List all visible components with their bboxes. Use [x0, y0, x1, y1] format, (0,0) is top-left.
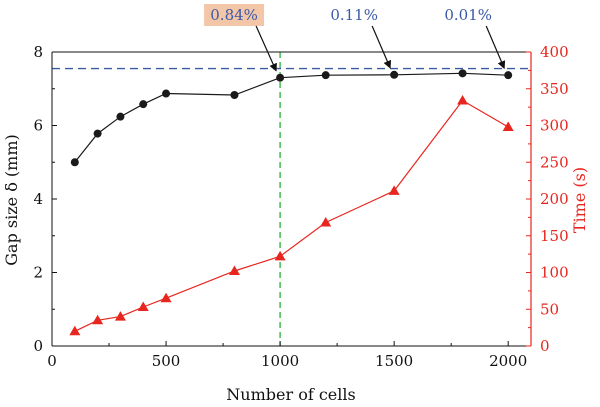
y-right-tick-label: 350 [540, 80, 569, 98]
gap-size-point [458, 69, 467, 78]
y-right-tick-label: 0 [540, 337, 550, 355]
y-left-axis-title: Gap size δ (mm) [2, 134, 21, 266]
gap-size-point [390, 70, 399, 79]
time-point [137, 301, 149, 312]
y-right-tick-label: 250 [540, 153, 569, 171]
y-left-tick-label: 4 [33, 190, 43, 208]
y-right-tick-label: 200 [540, 190, 569, 208]
annotations: 0.84% 0.11% 0.01% [204, 4, 506, 72]
x-tick-label: 500 [152, 352, 181, 370]
y-right-tick-label: 400 [540, 43, 569, 61]
y-left-tick-label: 2 [33, 264, 43, 282]
time-point [114, 311, 126, 321]
y-right-tick-label: 100 [540, 264, 569, 282]
gap-size-point [70, 158, 79, 167]
y-right-tick-label: 150 [540, 227, 569, 245]
gap-size-point [116, 112, 125, 121]
y-left-tick-label: 6 [33, 117, 43, 135]
gap-size-point [93, 129, 102, 138]
annotation-arrow [371, 25, 392, 69]
time-point [388, 185, 400, 195]
time-series-line [74, 99, 509, 332]
annotation-arrow [485, 25, 506, 70]
series [69, 69, 514, 336]
gap-size-point [321, 71, 330, 80]
gap-size-point [139, 100, 148, 109]
gap-size-series-line [74, 72, 509, 163]
gap-size-point [276, 73, 285, 82]
annotation-arrow [255, 25, 277, 72]
annotation-label: 0.84% [210, 6, 258, 24]
y-right-axis-title: Time (s) [570, 167, 589, 233]
time-point [320, 217, 332, 227]
axes: 0 500 1000 1500 2000 0 2 4 6 8 0 50 100 150 200 250 300 3… [33, 43, 568, 370]
time-point [274, 250, 286, 261]
time-point [502, 121, 514, 131]
x-tick-label: 0 [47, 352, 57, 370]
x-tick-label: 2000 [489, 352, 527, 370]
time-point [457, 95, 469, 105]
x-axis-title: Number of cells [226, 385, 355, 404]
time-point [69, 325, 81, 336]
gap-size-point [230, 90, 239, 99]
time-point [228, 265, 240, 276]
time-point [92, 314, 104, 325]
x-tick-label: 1500 [375, 352, 413, 370]
annotation-label: 0.01% [444, 6, 492, 24]
reference-lines [52, 52, 531, 346]
y-left-tick-label: 8 [33, 43, 43, 61]
gap-size-point [162, 89, 171, 98]
y-left-tick-label: 0 [33, 337, 43, 355]
time-point [160, 292, 172, 303]
x-tick-label: 1000 [261, 352, 299, 370]
y-right-tick-label: 50 [540, 300, 559, 318]
annotation-highlight [204, 4, 265, 26]
gap-size-point [504, 71, 513, 80]
y-right-tick-label: 300 [540, 117, 569, 135]
annotation-label: 0.11% [330, 6, 378, 24]
